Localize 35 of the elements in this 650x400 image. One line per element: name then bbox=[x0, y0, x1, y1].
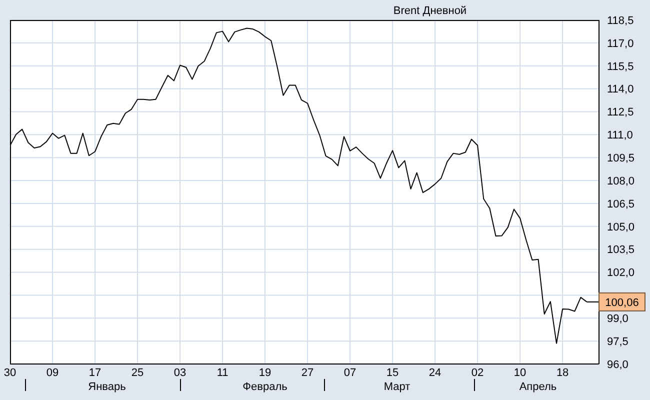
y-tick-label: 112,5 bbox=[607, 106, 634, 119]
y-tick-label: 111,0 bbox=[607, 130, 633, 142]
x-tick-label: 07 bbox=[344, 366, 356, 379]
x-tick-label: 03 bbox=[174, 366, 186, 379]
x-tick-label: 17 bbox=[88, 366, 102, 379]
x-tick-label: 24 bbox=[428, 366, 442, 379]
data-label: 100,06 bbox=[605, 296, 639, 309]
y-tick-label: 115,5 bbox=[607, 60, 634, 73]
x-tick-label: 11 bbox=[216, 366, 228, 379]
x-tick-label: 15 bbox=[386, 366, 399, 379]
x-tick-label: 25 bbox=[131, 366, 144, 379]
y-tick-label: 96,0 bbox=[607, 358, 628, 371]
x-tick-label: 10 bbox=[514, 366, 526, 379]
y-tick-label: 118,5 bbox=[607, 14, 634, 27]
text: Январь bbox=[88, 381, 126, 393]
y-tick-label: 103,5 bbox=[607, 244, 635, 256]
y-tick-label: 99,0 bbox=[607, 313, 628, 326]
x-tick-label: 30 bbox=[4, 366, 16, 379]
x-tick-label: 09 bbox=[46, 366, 59, 379]
y-tick-label: 114,0 bbox=[607, 84, 634, 96]
x-tick-label: 27 bbox=[301, 366, 314, 379]
y-tick-label: 105,0 bbox=[607, 221, 635, 234]
y-tick-label: 106,5 bbox=[607, 198, 635, 210]
chart-title: Brent Дневной bbox=[393, 5, 467, 17]
x-tick-label: 19 bbox=[258, 366, 272, 379]
x-tick-label: 02 bbox=[471, 366, 484, 379]
x-tick-label: 18 bbox=[556, 366, 569, 379]
text: Февраль bbox=[242, 381, 288, 393]
y-tick-label: 109,5 bbox=[607, 152, 635, 165]
text: Апрель bbox=[519, 381, 557, 393]
text: Март bbox=[384, 381, 410, 393]
y-tick-label: 108,0 bbox=[607, 175, 635, 188]
y-tick-label: 102,0 bbox=[607, 267, 635, 280]
y-tick-label: 117,0 bbox=[607, 38, 634, 50]
y-tick-label: 97,5 bbox=[607, 336, 628, 348]
